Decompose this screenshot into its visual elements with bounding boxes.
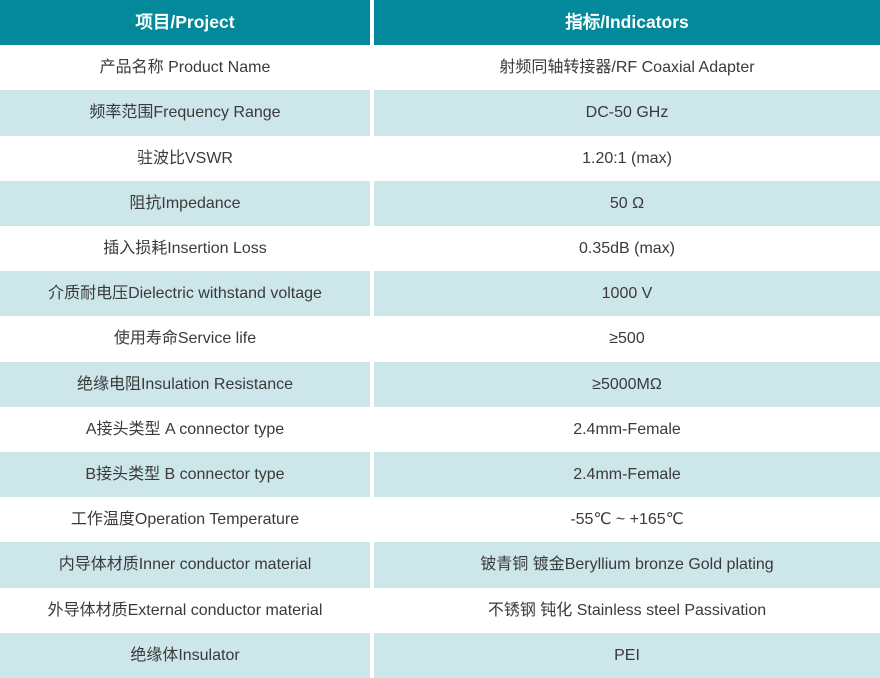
indicator-cell: 2.4mm-Female bbox=[374, 452, 880, 498]
table-row: 使用寿命Service life ≥500 bbox=[0, 316, 880, 362]
project-cell: 内导体材质Inner conductor material bbox=[0, 542, 370, 588]
project-cell: 绝缘体Insulator bbox=[0, 632, 370, 678]
indicator-cell: 1000 V bbox=[374, 271, 880, 317]
indicator-cell: 2.4mm-Female bbox=[374, 406, 880, 453]
indicator-cell: -55℃ ~ +165℃ bbox=[374, 497, 880, 543]
project-cell: 绝缘电阻Insulation Resistance bbox=[0, 361, 370, 407]
table-body: 产品名称 Product Name 射频同轴转接器/RF Coaxial Ada… bbox=[0, 45, 880, 678]
project-cell: 产品名称 Product Name bbox=[0, 45, 370, 91]
table-row: 阻抗Impedance 50 Ω bbox=[0, 180, 880, 227]
indicator-cell: ≥5000MΩ bbox=[374, 361, 880, 407]
table-row: 介质耐电压Dielectric withstand voltage 1000 V bbox=[0, 271, 880, 317]
indicator-cell: DC-50 GHz bbox=[374, 90, 880, 136]
table-row: 绝缘体Insulator PEI bbox=[0, 632, 880, 678]
indicator-cell: 50 Ω bbox=[374, 180, 880, 227]
table-header-row: 项目/Project 指标/Indicators bbox=[0, 0, 880, 46]
header-cell-indicators: 指标/Indicators bbox=[374, 0, 880, 46]
table-row: 驻波比VSWR 1.20:1 (max) bbox=[0, 135, 880, 181]
project-cell: A接头类型 A connector type bbox=[0, 406, 370, 453]
project-cell: 介质耐电压Dielectric withstand voltage bbox=[0, 271, 370, 317]
project-cell: 插入损耗Insertion Loss bbox=[0, 226, 370, 272]
table-row: B接头类型 B connector type 2.4mm-Female bbox=[0, 452, 880, 498]
project-cell: 外导体材质External conductor material bbox=[0, 587, 370, 633]
table-row: 外导体材质External conductor material 不锈钢 钝化 … bbox=[0, 587, 880, 633]
indicator-cell: 不锈钢 钝化 Stainless steel Passivation bbox=[374, 587, 880, 633]
project-cell: 工作温度Operation Temperature bbox=[0, 497, 370, 543]
indicator-cell: 1.20:1 (max) bbox=[374, 135, 880, 181]
indicator-cell: PEI bbox=[374, 632, 880, 678]
table-row: 插入损耗Insertion Loss 0.35dB (max) bbox=[0, 226, 880, 272]
indicator-cell: 射频同轴转接器/RF Coaxial Adapter bbox=[374, 45, 880, 91]
indicator-cell: 0.35dB (max) bbox=[374, 226, 880, 272]
indicator-cell: ≥500 bbox=[374, 316, 880, 362]
project-cell: 阻抗Impedance bbox=[0, 180, 370, 227]
table-row: A接头类型 A connector type 2.4mm-Female bbox=[0, 406, 880, 453]
indicator-cell: 铍青铜 镀金Beryllium bronze Gold plating bbox=[374, 542, 880, 588]
table-row: 绝缘电阻Insulation Resistance ≥5000MΩ bbox=[0, 361, 880, 407]
table-row: 产品名称 Product Name 射频同轴转接器/RF Coaxial Ada… bbox=[0, 45, 880, 91]
project-cell: 驻波比VSWR bbox=[0, 135, 370, 181]
project-cell: 使用寿命Service life bbox=[0, 316, 370, 362]
project-cell: B接头类型 B connector type bbox=[0, 452, 370, 498]
header-cell-project: 项目/Project bbox=[0, 0, 370, 46]
table-row: 频率范围Frequency Range DC-50 GHz bbox=[0, 90, 880, 136]
table-row: 工作温度Operation Temperature -55℃ ~ +165℃ bbox=[0, 497, 880, 543]
table-row: 内导体材质Inner conductor material 铍青铜 镀金Bery… bbox=[0, 542, 880, 588]
project-cell: 频率范围Frequency Range bbox=[0, 90, 370, 136]
